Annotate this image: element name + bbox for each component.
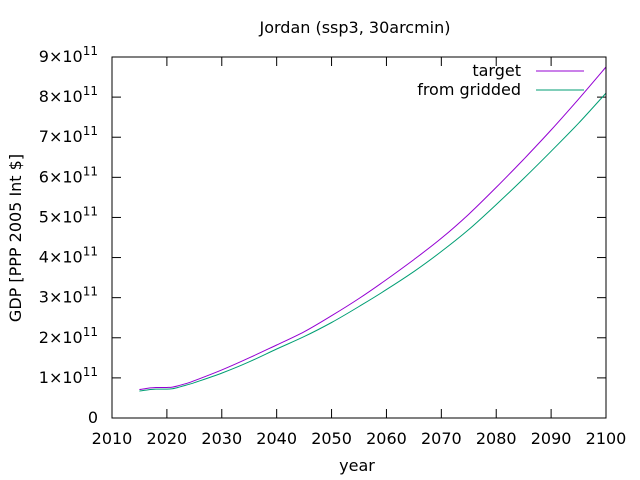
x-tick-label: 2080: [476, 429, 517, 448]
plot-area-frame: [111, 56, 607, 419]
y-tick-label: 9×1011: [39, 44, 98, 66]
y-tick-label: 1×1011: [39, 365, 98, 387]
x-tick-label: 2030: [201, 429, 242, 448]
y-tick-label: 3×1011: [39, 285, 98, 307]
y-tick-label: 2×1011: [39, 325, 98, 347]
x-tick-label: 2050: [311, 429, 352, 448]
legend-label-from-gridded: from gridded: [417, 80, 521, 99]
x-tick-label: 2090: [531, 429, 572, 448]
legend-label-target: target: [472, 61, 521, 80]
chart-title: Jordan (ssp3, 30arcmin): [258, 18, 450, 37]
x-tick-label: 2010: [92, 429, 133, 448]
y-axis-ticks: 0 1×1011 2×1011 3×1011 4×1011 5×1011 6×1011 7×1…: [39, 44, 606, 427]
y-tick-label: 6×1011: [39, 164, 98, 186]
x-axis-ticks: 2010 2020 2030 2040 2050 2060 2070 2080 2090 2100: [92, 57, 627, 448]
y-axis-label: GDP [PPP 2005 Int $]: [6, 154, 25, 322]
legend: target from gridded: [417, 61, 584, 99]
x-tick-label: 2100: [586, 429, 627, 448]
x-tick-label: 2070: [421, 429, 462, 448]
y-tick-label: 0: [88, 408, 98, 427]
x-axis-label: year: [339, 456, 375, 475]
y-tick-label: 7×1011: [39, 124, 98, 146]
x-tick-label: 2020: [147, 429, 188, 448]
y-tick-label: 8×1011: [39, 84, 98, 106]
y-tick-label: 4×1011: [39, 245, 98, 267]
series-layer: [139, 66, 607, 392]
y-tick-label: 5×1011: [39, 204, 98, 226]
x-tick-label: 2040: [256, 429, 297, 448]
series-line-from-gridded: [139, 92, 607, 392]
series-line-target: [139, 66, 607, 390]
x-tick-label: 2060: [366, 429, 407, 448]
